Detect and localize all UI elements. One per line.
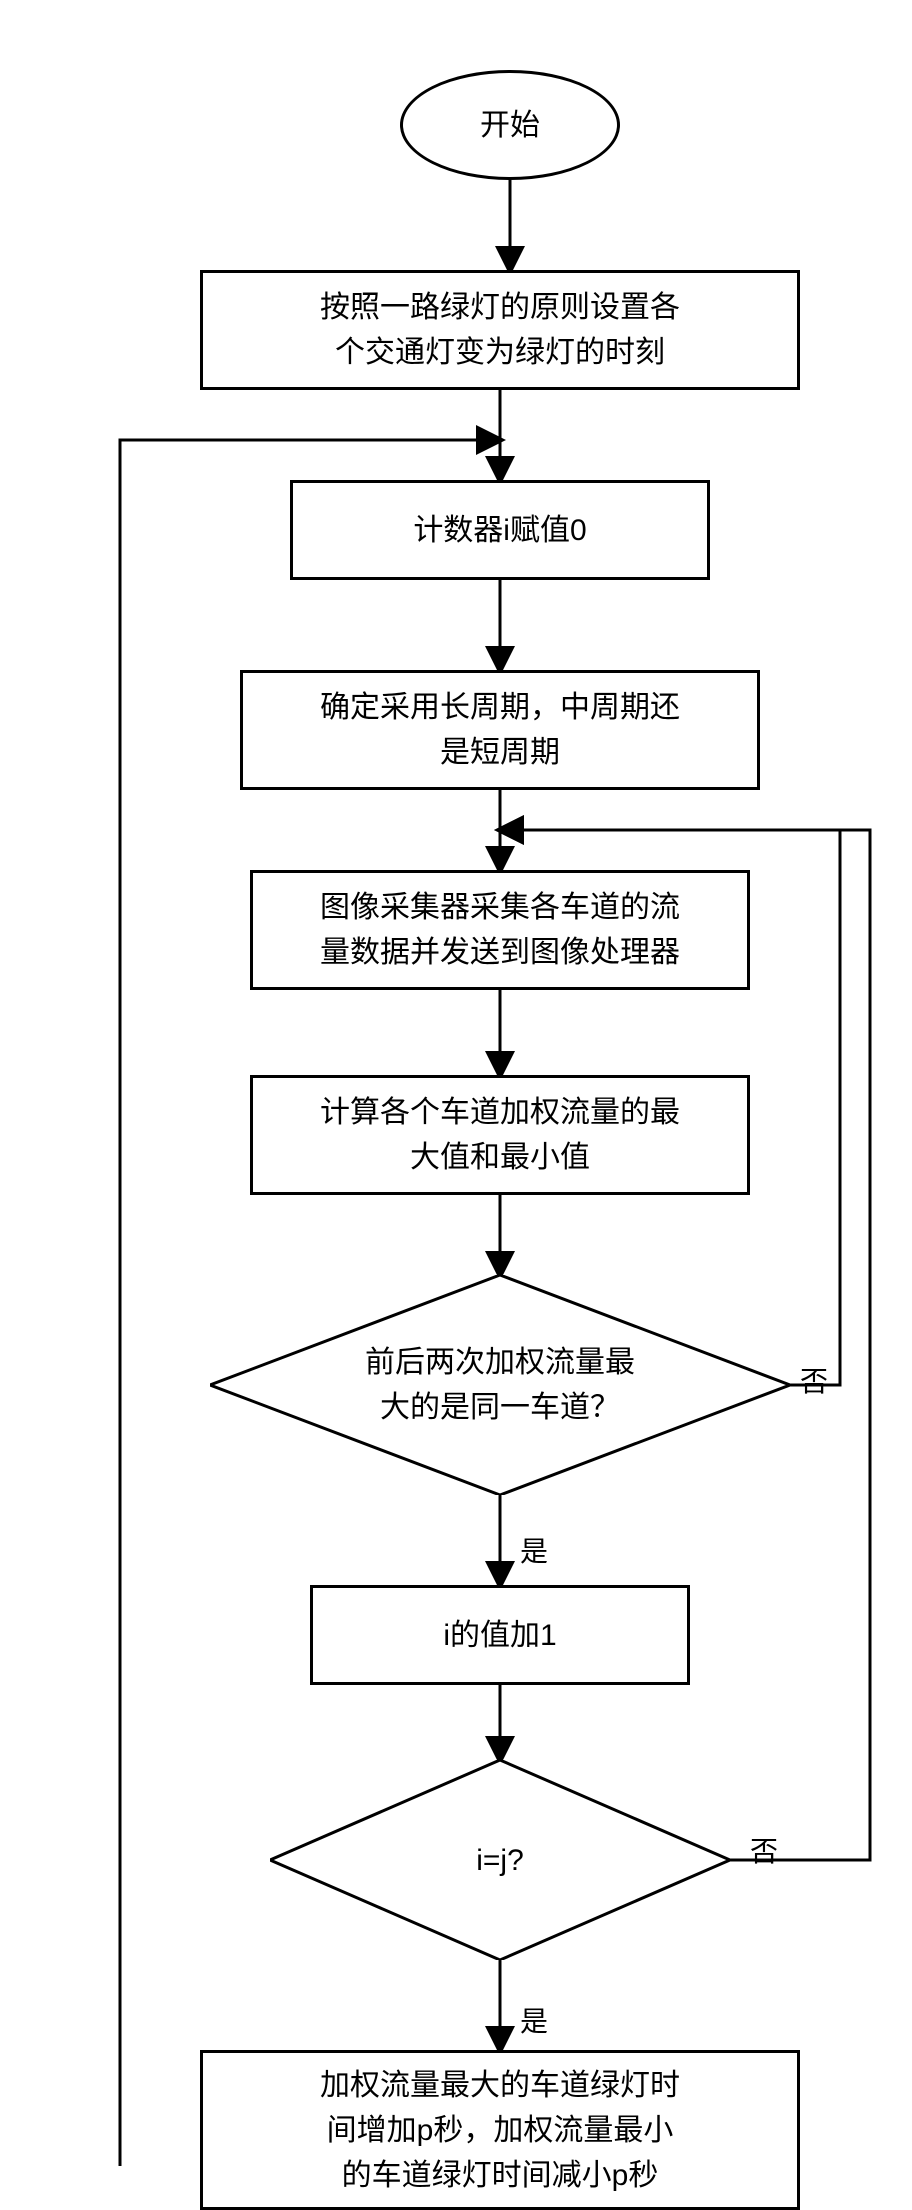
node-d1: 前后两次加权流量最大的是同一车道？: [210, 1275, 790, 1495]
edge-label: 是: [520, 1530, 548, 1570]
edge-label: 否: [800, 1360, 828, 1400]
node-n3: 确定采用长周期，中周期还是短周期: [240, 670, 760, 790]
node-n6-label: i的值加1: [443, 1613, 556, 1658]
node-n2: 计数器i赋值0: [290, 480, 710, 580]
node-d2: i=j?: [270, 1760, 730, 1960]
node-start-label: 开始: [480, 103, 540, 148]
edge-label: 否: [750, 1830, 778, 1870]
node-d2-label: i=j?: [416, 1838, 584, 1883]
node-n1: 按照一路绿灯的原则设置各个交通灯变为绿灯的时刻: [200, 270, 800, 390]
node-n1-label: 按照一路绿灯的原则设置各个交通灯变为绿灯的时刻: [320, 285, 680, 375]
node-n4-label: 图像采集器采集各车道的流量数据并发送到图像处理器: [320, 885, 680, 975]
node-d1-label: 前后两次加权流量最大的是同一车道？: [305, 1340, 695, 1430]
node-n7-label: 加权流量最大的车道绿灯时间增加p秒，加权流量最小的车道绿灯时间减小p秒: [320, 2063, 680, 2198]
node-n6: i的值加1: [310, 1585, 690, 1685]
node-n5-label: 计算各个车道加权流量的最大值和最小值: [320, 1090, 680, 1180]
node-n3-label: 确定采用长周期，中周期还是短周期: [320, 685, 680, 775]
node-n7: 加权流量最大的车道绿灯时间增加p秒，加权流量最小的车道绿灯时间减小p秒: [200, 2050, 800, 2210]
node-n2-label: 计数器i赋值0: [413, 508, 586, 553]
edge-label: 是: [520, 2000, 548, 2040]
node-n4: 图像采集器采集各车道的流量数据并发送到图像处理器: [250, 870, 750, 990]
node-start: 开始: [400, 70, 620, 180]
node-n5: 计算各个车道加权流量的最大值和最小值: [250, 1075, 750, 1195]
